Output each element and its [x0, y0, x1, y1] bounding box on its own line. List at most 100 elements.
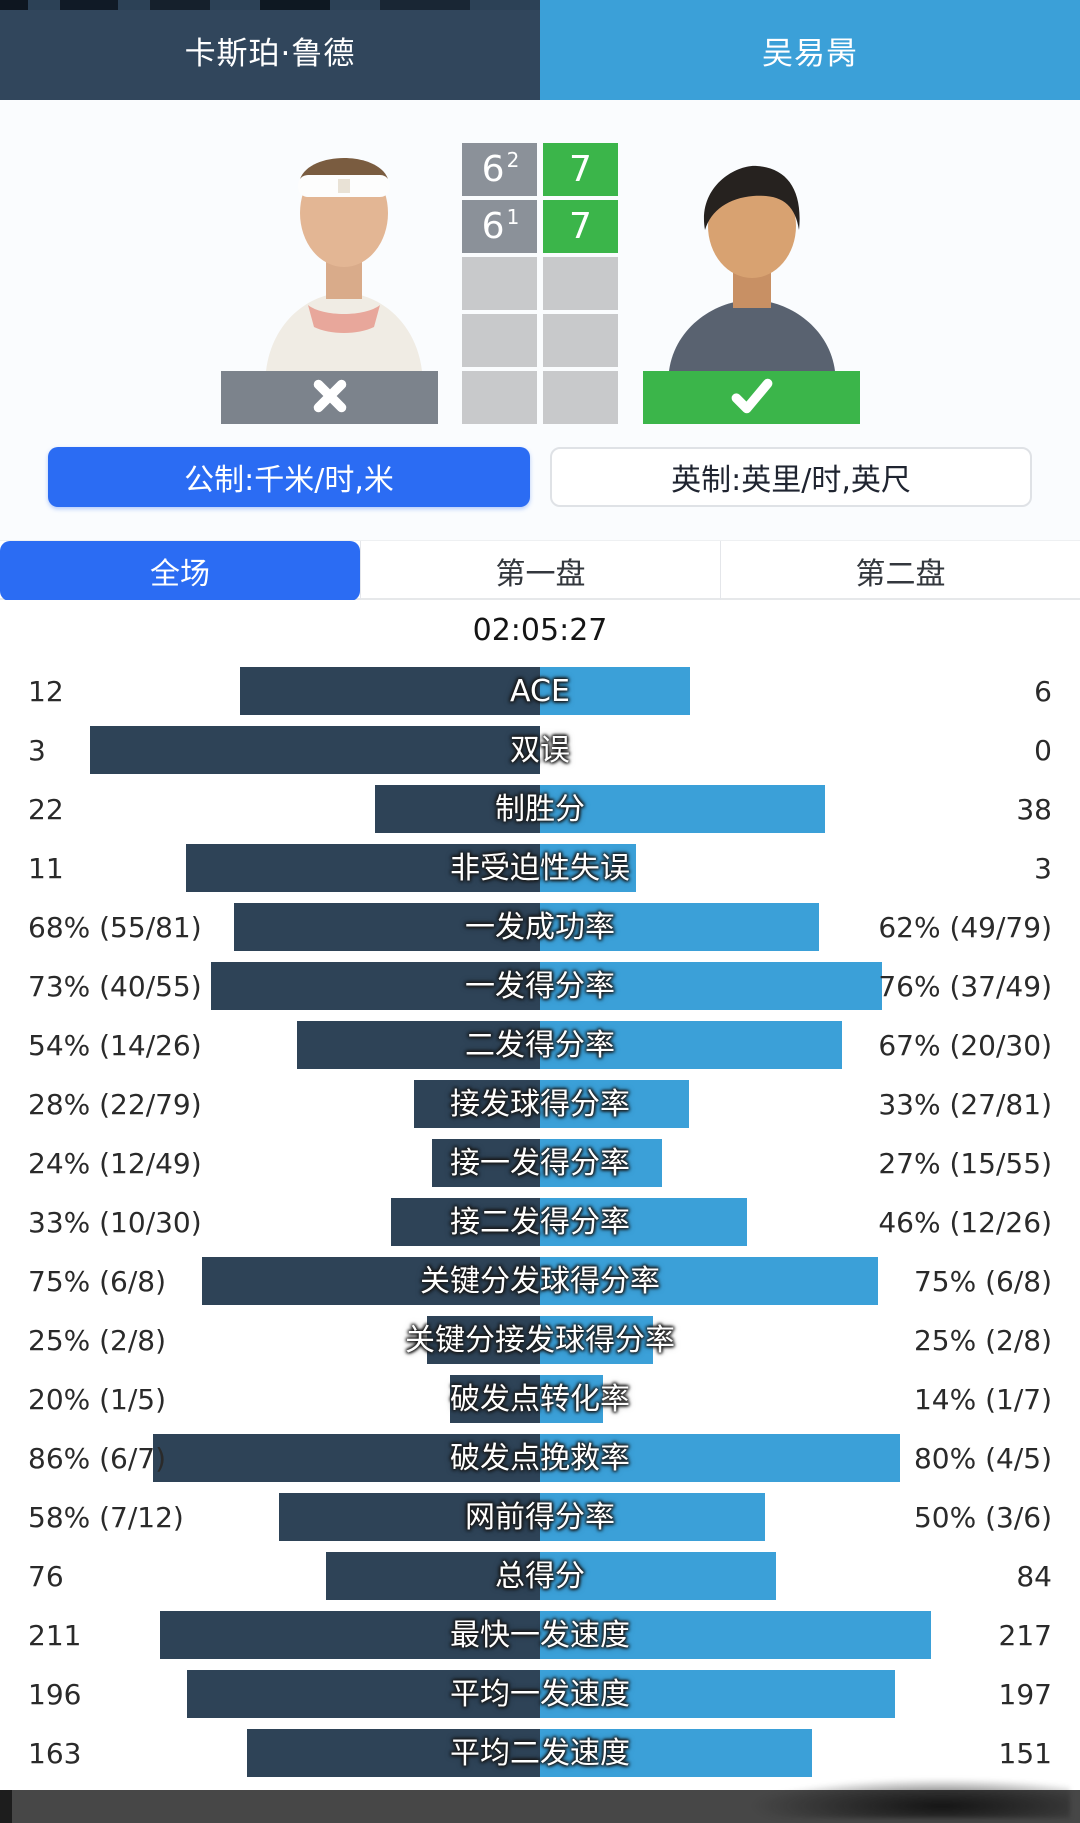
set-cell-left: [462, 314, 537, 367]
stat-bar-left: [240, 667, 540, 715]
stat-value-left: 68% (55/81): [28, 911, 202, 944]
stat-value-right: 46% (12/26): [878, 1206, 1052, 1239]
stat-value-right: 3: [1034, 852, 1052, 885]
stat-value-right: 217: [998, 1619, 1052, 1652]
stat-bar-left: [90, 726, 540, 774]
set-cell-right: 7: [543, 143, 618, 196]
stat-bar-left: [187, 1670, 540, 1718]
stat-label: 非受迫性失误: [450, 851, 630, 886]
stat-bar-right: [540, 962, 882, 1010]
stat-row: 双误 3 0: [0, 721, 1080, 780]
tab-2[interactable]: 第一盘: [360, 541, 720, 601]
player-right-header: 吴易昺: [540, 0, 1080, 100]
stat-value-left: 12: [28, 675, 64, 708]
stat-label: 一发成功率: [465, 910, 615, 945]
stat-bar-left: [375, 785, 540, 833]
stat-label: 双误: [510, 733, 570, 768]
stat-row: 二发得分率 54% (14/26) 67% (20/30): [0, 1016, 1080, 1075]
stat-bar-right: [540, 1139, 662, 1187]
stat-value-left: 24% (12/49): [28, 1147, 202, 1180]
stat-bar-left: [414, 1080, 540, 1128]
players-header: 卡斯珀·鲁德 吴易昺: [0, 0, 1080, 100]
stat-bar-left: [234, 903, 540, 951]
stat-bar-left: [326, 1552, 540, 1600]
stats-list: ACE 12 6 双误 3 0 制胜分 22 38 非受迫性失误 11 3 一发成功率 68% (55/8…: [0, 662, 1080, 1783]
stat-value-left: 28% (22/79): [28, 1088, 202, 1121]
stat-value-right: 6: [1034, 675, 1052, 708]
stat-value-left: 75% (6/8): [28, 1265, 167, 1298]
stat-value-right: 0: [1034, 734, 1052, 767]
stat-label: 制胜分: [495, 792, 585, 827]
stat-label: 总得分: [495, 1559, 585, 1594]
player-right-name: 吴易昺: [762, 35, 858, 72]
stat-value-left: 86% (6/7): [28, 1442, 167, 1475]
stat-label: ACE: [510, 674, 570, 709]
stat-bar-right: [540, 1670, 895, 1718]
set-cell-right: [543, 257, 618, 310]
stat-bar-left: [432, 1139, 540, 1187]
stat-row: 一发得分率 73% (40/55) 76% (37/49): [0, 957, 1080, 1016]
stat-label: 平均二发速度: [450, 1736, 630, 1771]
winner-badge: [643, 371, 860, 424]
stat-value-left: 22: [28, 793, 64, 826]
stat-value-right: 67% (20/30): [878, 1029, 1052, 1062]
stat-value-right: 84: [1016, 1560, 1052, 1593]
stat-value-right: 197: [998, 1678, 1052, 1711]
stat-value-left: 73% (40/55): [28, 970, 202, 1003]
stat-value-left: 3: [28, 734, 46, 767]
set-cell-right: [543, 314, 618, 367]
stat-row: 平均一发速度 196 197: [0, 1665, 1080, 1724]
set-cell-left: [462, 371, 537, 424]
stat-label: 一发得分率: [465, 969, 615, 1004]
stat-value-left: 11: [28, 852, 64, 885]
stat-value-right: 14% (1/7): [913, 1383, 1052, 1416]
stat-bar-left: [427, 1316, 540, 1364]
stat-row: 关键分发球得分率 75% (6/8) 75% (6/8): [0, 1252, 1080, 1311]
stat-label: 接二发得分率: [450, 1205, 630, 1240]
stat-bar-right: [540, 903, 819, 951]
player-left-name: 卡斯珀·鲁德: [184, 35, 356, 72]
stat-row: 破发点转化率 20% (1/5) 14% (1/7): [0, 1370, 1080, 1429]
stat-label: 破发点转化率: [450, 1382, 630, 1417]
player-left-photo: [248, 135, 440, 375]
stat-row: 一发成功率 68% (55/81) 62% (49/79): [0, 898, 1080, 957]
stat-value-left: 76: [28, 1560, 64, 1593]
stat-value-right: 151: [998, 1737, 1052, 1770]
stat-row: 非受迫性失误 11 3: [0, 839, 1080, 898]
stat-bar-right: [540, 1316, 653, 1364]
stat-row: ACE 12 6: [0, 662, 1080, 721]
stat-row: 接一发得分率 24% (12/49) 27% (15/55): [0, 1134, 1080, 1193]
stat-bar-left: [391, 1198, 540, 1246]
stat-label: 接发球得分率: [450, 1087, 630, 1122]
stat-bar-left: [202, 1257, 540, 1305]
tab-1[interactable]: 全场: [0, 541, 360, 601]
player-right-photo: [645, 160, 859, 375]
stat-bar-left: [211, 962, 540, 1010]
set-cell-right: 7: [543, 200, 618, 253]
stat-label: 平均一发速度: [450, 1677, 630, 1712]
stat-bar-left: [297, 1021, 540, 1069]
period-tabs: 全场 第一盘 第二盘: [0, 540, 1080, 601]
stat-label: 网前得分率: [465, 1500, 615, 1535]
stats-panel: 02:05:27 ACE 12 6 双误 3 0 制胜分 22 38 非受迫性失误 11 3 一发成功率…: [0, 600, 1080, 1790]
stat-label: 最快一发速度: [450, 1618, 630, 1653]
stat-bar-left: [160, 1611, 540, 1659]
stat-value-right: 80% (4/5): [913, 1442, 1052, 1475]
stat-row: 破发点挽救率 86% (6/7) 80% (4/5): [0, 1429, 1080, 1488]
imperial-units-button[interactable]: 英制:英里/时,英尺: [550, 447, 1032, 507]
stat-bar-right: [540, 1080, 689, 1128]
stat-value-right: 33% (27/81): [878, 1088, 1052, 1121]
stat-row: 关键分接发球得分率 25% (2/8) 25% (2/8): [0, 1311, 1080, 1370]
stat-row: 网前得分率 58% (7/12) 50% (3/6): [0, 1488, 1080, 1547]
stat-bar-right: [540, 667, 690, 715]
stat-value-left: 163: [28, 1737, 82, 1770]
stat-value-right: 50% (3/6): [913, 1501, 1052, 1534]
loser-badge: [221, 371, 438, 424]
tab-3[interactable]: 第二盘: [720, 541, 1080, 601]
stat-bar-right: [540, 1257, 878, 1305]
metric-units-button[interactable]: 公制:千米/时,米: [48, 447, 530, 507]
stat-bar-left: [279, 1493, 540, 1541]
stat-label: 接一发得分率: [450, 1146, 630, 1181]
